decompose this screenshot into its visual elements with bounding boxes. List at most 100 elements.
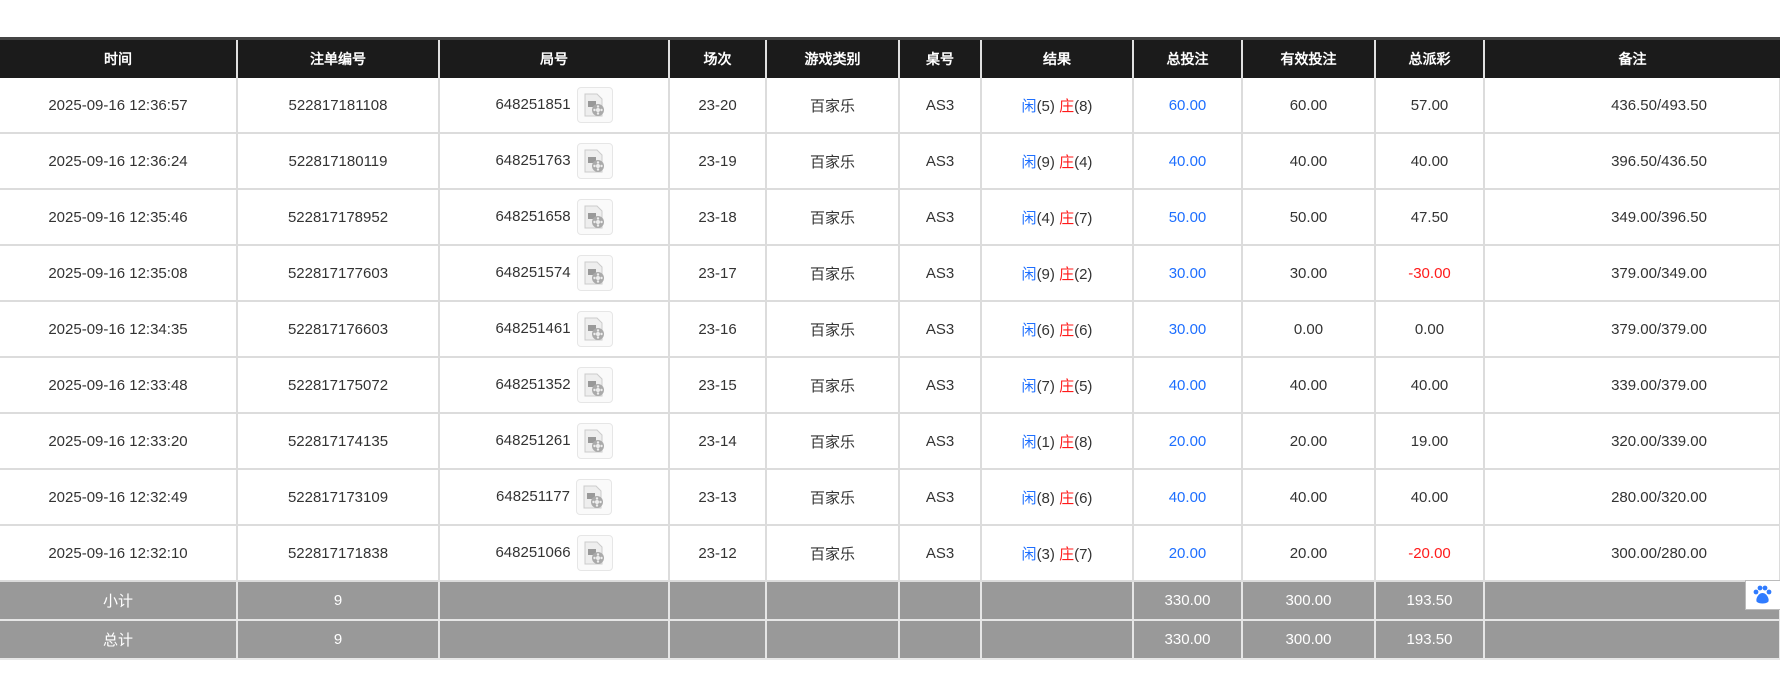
player-label: 闲 (1021, 433, 1037, 451)
cell-remark: 379.00/379.00 (1483, 301, 1780, 358)
video-replay-icon[interactable] (576, 367, 613, 403)
empty-cell (1483, 581, 1780, 621)
empty-cell (668, 620, 767, 660)
empty-cell (668, 581, 767, 621)
video-replay-icon[interactable] (576, 535, 613, 571)
cell-game-type: 百家乐 (765, 133, 900, 190)
cell-remark: 300.00/280.00 (1483, 525, 1780, 582)
player-score: (9) (1036, 153, 1055, 171)
cell-session: 23-16 (668, 301, 767, 358)
round-number: 648251261 (495, 431, 571, 449)
cell-bet-id: 522817174135 (236, 413, 440, 470)
table-row: 2025-09-16 12:33:20 522817174135 648251261… (0, 413, 1780, 470)
cell-result: 闲(8) 庄(6) (980, 469, 1134, 526)
cell-bet-id: 522817175072 (236, 357, 440, 414)
cell-table: AS3 (898, 245, 982, 302)
player-label: 闲 (1021, 377, 1037, 395)
cell-table: AS3 (898, 413, 982, 470)
banker-label: 庄 (1059, 433, 1075, 451)
cell-valid-bet: 40.00 (1241, 133, 1376, 190)
empty-cell (898, 620, 982, 660)
banker-score: (5) (1074, 377, 1093, 395)
empty-cell (980, 620, 1134, 660)
cell-remark: 436.50/493.50 (1483, 78, 1780, 134)
player-score: (1) (1036, 433, 1055, 451)
cell-table: AS3 (898, 133, 982, 190)
cell-payout: -20.00 (1374, 525, 1485, 582)
cell-payout: 40.00 (1374, 357, 1485, 414)
banker-label: 庄 (1059, 265, 1075, 283)
summary-payout: 193.50 (1374, 620, 1485, 660)
summary-payout: 193.50 (1374, 581, 1485, 621)
cell-table: AS3 (898, 189, 982, 246)
banker-score: (4) (1074, 153, 1093, 171)
cell-valid-bet: 60.00 (1241, 78, 1376, 134)
cell-valid-bet: 20.00 (1241, 413, 1376, 470)
empty-cell (438, 581, 670, 621)
cell-game-type: 百家乐 (765, 189, 900, 246)
cell-round: 648251177 (438, 469, 670, 526)
cell-game-type: 百家乐 (765, 469, 900, 526)
cell-total-bet: 40.00 (1132, 133, 1243, 190)
player-score: (8) (1036, 489, 1055, 507)
cell-total-bet: 20.00 (1132, 413, 1243, 470)
video-replay-icon[interactable] (576, 87, 613, 123)
table-row: 2025-09-16 12:35:08 522817177603 648251574… (0, 245, 1780, 302)
video-replay-icon[interactable] (576, 423, 613, 459)
table-row: 2025-09-16 12:34:35 522817176603 648251461… (0, 301, 1780, 358)
video-replay-icon[interactable] (576, 199, 613, 235)
cell-valid-bet: 50.00 (1241, 189, 1376, 246)
summary-count: 9 (236, 581, 440, 621)
round-number: 648251658 (495, 207, 571, 225)
cell-session: 23-14 (668, 413, 767, 470)
cell-round: 648251658 (438, 189, 670, 246)
cell-round: 648251066 (438, 525, 670, 582)
cell-time: 2025-09-16 12:34:35 (0, 301, 238, 358)
baidu-paw-icon[interactable] (1745, 580, 1780, 610)
table-row: 2025-09-16 12:35:46 522817178952 648251658… (0, 189, 1780, 246)
table-row: 2025-09-16 12:32:49 522817173109 648251177… (0, 469, 1780, 526)
empty-cell (765, 581, 900, 621)
round-number: 648251352 (495, 375, 571, 393)
cell-payout: 19.00 (1374, 413, 1485, 470)
banker-score: (7) (1074, 209, 1093, 227)
header-remark: 备注 (1483, 37, 1780, 78)
player-label: 闲 (1021, 97, 1037, 115)
cell-time: 2025-09-16 12:33:48 (0, 357, 238, 414)
cell-result: 闲(9) 庄(2) (980, 245, 1134, 302)
banker-label: 庄 (1059, 153, 1075, 171)
video-replay-icon[interactable] (575, 479, 612, 515)
cell-game-type: 百家乐 (765, 301, 900, 358)
table-row: 2025-09-16 12:32:10 522817171838 648251066… (0, 525, 1780, 582)
cell-session: 23-18 (668, 189, 767, 246)
cell-table: AS3 (898, 301, 982, 358)
cell-round: 648251574 (438, 245, 670, 302)
cell-table: AS3 (898, 78, 982, 134)
round-number: 648251066 (495, 543, 571, 561)
summary-count: 9 (236, 620, 440, 660)
cell-time: 2025-09-16 12:32:49 (0, 469, 238, 526)
cell-remark: 320.00/339.00 (1483, 413, 1780, 470)
cell-bet-id: 522817176603 (236, 301, 440, 358)
header-game-type: 游戏类别 (765, 37, 899, 78)
header-time: 时间 (0, 37, 237, 78)
cell-time: 2025-09-16 12:32:10 (0, 525, 238, 582)
cell-session: 23-13 (668, 469, 767, 526)
video-replay-icon[interactable] (576, 143, 613, 179)
video-replay-icon[interactable] (576, 311, 613, 347)
cell-remark: 339.00/379.00 (1483, 357, 1780, 414)
cell-round: 648251261 (438, 413, 670, 470)
header-table: 桌号 (898, 37, 981, 78)
cell-time: 2025-09-16 12:36:57 (0, 78, 238, 134)
cell-bet-id: 522817181108 (236, 78, 440, 134)
round-number: 648251851 (495, 95, 571, 113)
summary-total-bet: 330.00 (1132, 620, 1243, 660)
cell-payout: -30.00 (1374, 245, 1485, 302)
video-replay-icon[interactable] (576, 255, 613, 291)
cell-session: 23-12 (668, 525, 767, 582)
player-score: (6) (1036, 321, 1055, 339)
summary-valid-bet: 300.00 (1241, 581, 1376, 621)
banker-score: (8) (1074, 97, 1093, 115)
banker-label: 庄 (1059, 209, 1075, 227)
cell-payout: 57.00 (1374, 78, 1485, 134)
